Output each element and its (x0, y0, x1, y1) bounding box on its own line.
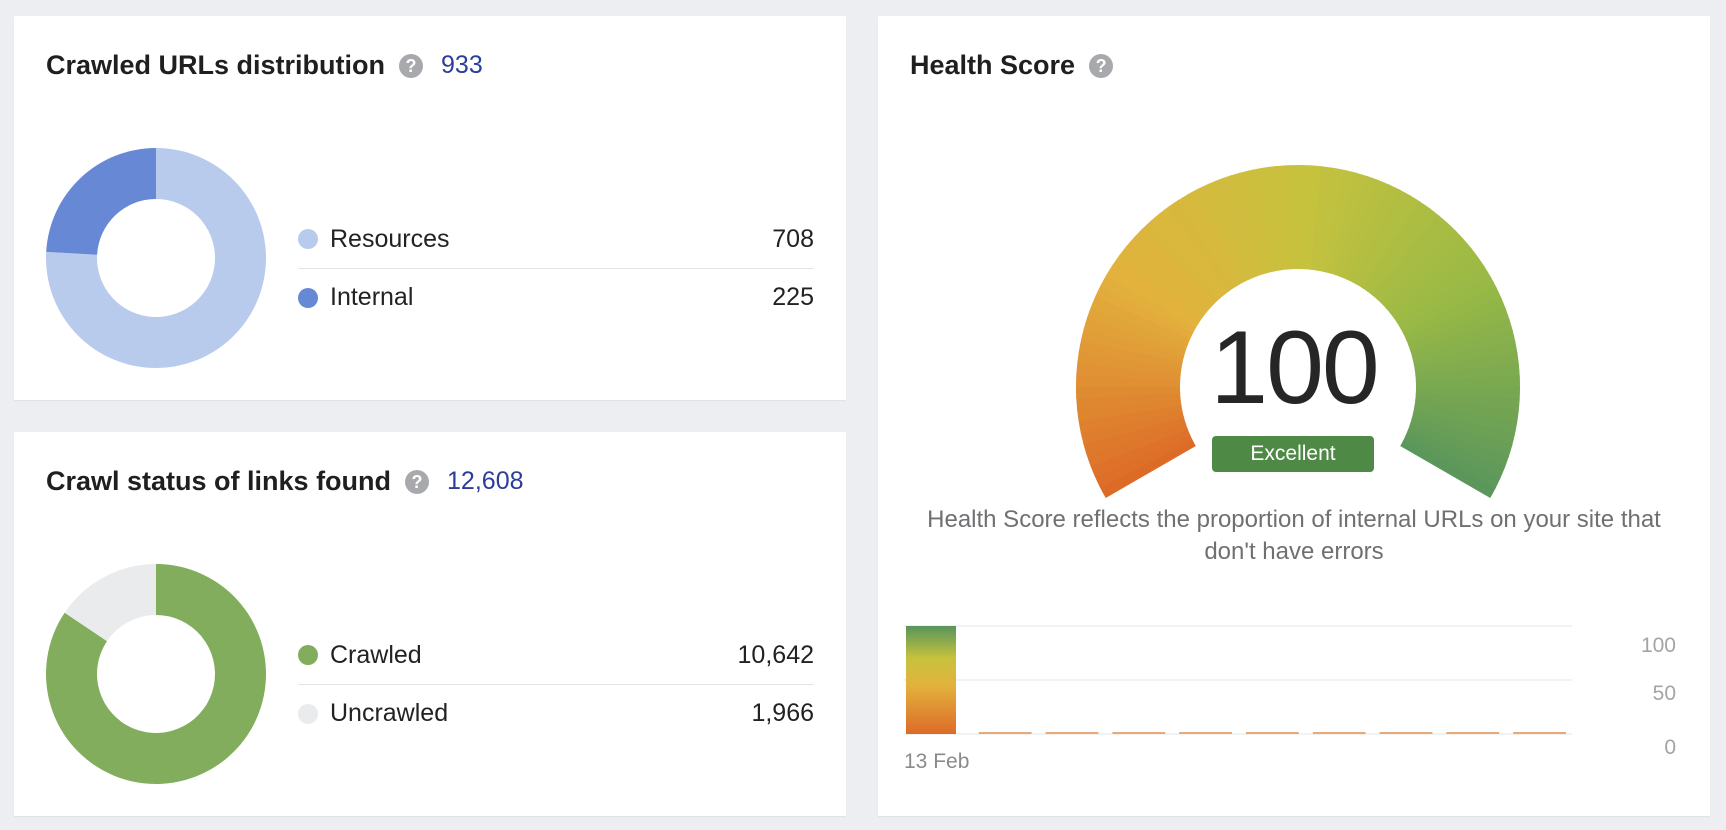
card-title: Crawled URLs distribution (46, 50, 386, 80)
history-bar[interactable] (906, 626, 956, 734)
legend-label: Crawled (330, 640, 422, 669)
history-bar-empty[interactable] (1312, 732, 1366, 734)
y-tick-label: 0 (1664, 736, 1676, 759)
legend-value: 10,642 (737, 640, 814, 669)
history-bar-empty[interactable] (1246, 732, 1299, 734)
donut-slice-uncrawled[interactable] (64, 564, 156, 642)
health-score-rating-badge: Excellent (1212, 436, 1374, 472)
health-score-value: 100 (1210, 310, 1380, 426)
legend: Crawled 10,642 Uncrawled 1,966 (298, 626, 814, 742)
donut-slice-resources[interactable] (46, 148, 266, 368)
legend-value: 708 (772, 224, 814, 253)
legend-row-uncrawled[interactable]: Uncrawled 1,966 (298, 684, 814, 742)
total-count-link[interactable]: 12,608 (447, 467, 524, 495)
legend-row-resources[interactable]: Resources 708 (298, 210, 814, 268)
health-score-card: Health Score ? 100 Excellent Health Scor… (878, 16, 1710, 816)
legend-dot (298, 703, 318, 724)
history-bar-empty[interactable] (1112, 732, 1166, 734)
history-bar-empty[interactable] (1446, 732, 1500, 734)
y-tick-label: 100 (1641, 634, 1676, 657)
crawled-urls-donut-chart (46, 148, 266, 368)
card-header: Crawled URLs distribution ? 933 (46, 50, 483, 81)
crawled-urls-distribution-card: Crawled URLs distribution ? 933 Resource… (14, 16, 846, 400)
question-mark-icon[interactable]: ? (399, 53, 424, 78)
health-score-description: Health Score reflects the proportion of … (927, 506, 1661, 565)
x-tick-label: 13 Feb (904, 750, 969, 773)
legend-dot (298, 645, 318, 665)
legend-dot (298, 287, 318, 308)
gauge-arc (1076, 165, 1520, 498)
health-score-history-chart: 0 50 100 13 Feb (904, 625, 1676, 773)
history-bar-empty[interactable] (1513, 732, 1566, 734)
legend-row-crawled[interactable]: Crawled 10,642 (298, 626, 814, 684)
question-mark-icon[interactable]: ? (1089, 53, 1114, 78)
health-score-gauge (1076, 165, 1520, 498)
donut-slice-crawled[interactable] (46, 564, 266, 784)
legend-label: Internal (330, 283, 414, 311)
card-header: Health Score ? (910, 50, 1114, 81)
legend-row-internal[interactable]: Internal 225 (298, 268, 814, 326)
legend: Resources 708 Internal 225 (298, 210, 814, 326)
crawl-status-card: Crawl status of links found ? 12,608 Cra… (14, 432, 846, 816)
card-title: Crawl status of links found (46, 466, 392, 496)
card-title: Health Score (910, 50, 1076, 80)
legend-label: Resources (330, 224, 450, 253)
question-mark-icon[interactable]: ? (405, 469, 430, 494)
history-bar-empty[interactable] (1045, 732, 1099, 734)
legend-label: Uncrawled (330, 699, 449, 727)
legend-dot (298, 229, 318, 249)
history-bar-empty[interactable] (978, 732, 1032, 734)
y-tick-label: 50 (1653, 682, 1676, 705)
crawl-status-donut-chart (46, 564, 266, 784)
card-header: Crawl status of links found ? 12,608 (46, 466, 524, 497)
legend-value: 225 (772, 283, 814, 311)
donut-slice-internal[interactable] (46, 148, 156, 255)
legend-value: 1,966 (751, 699, 814, 727)
total-count-link[interactable]: 933 (441, 51, 483, 79)
history-bar-empty[interactable] (1179, 732, 1232, 734)
history-bar-empty[interactable] (1379, 732, 1433, 734)
